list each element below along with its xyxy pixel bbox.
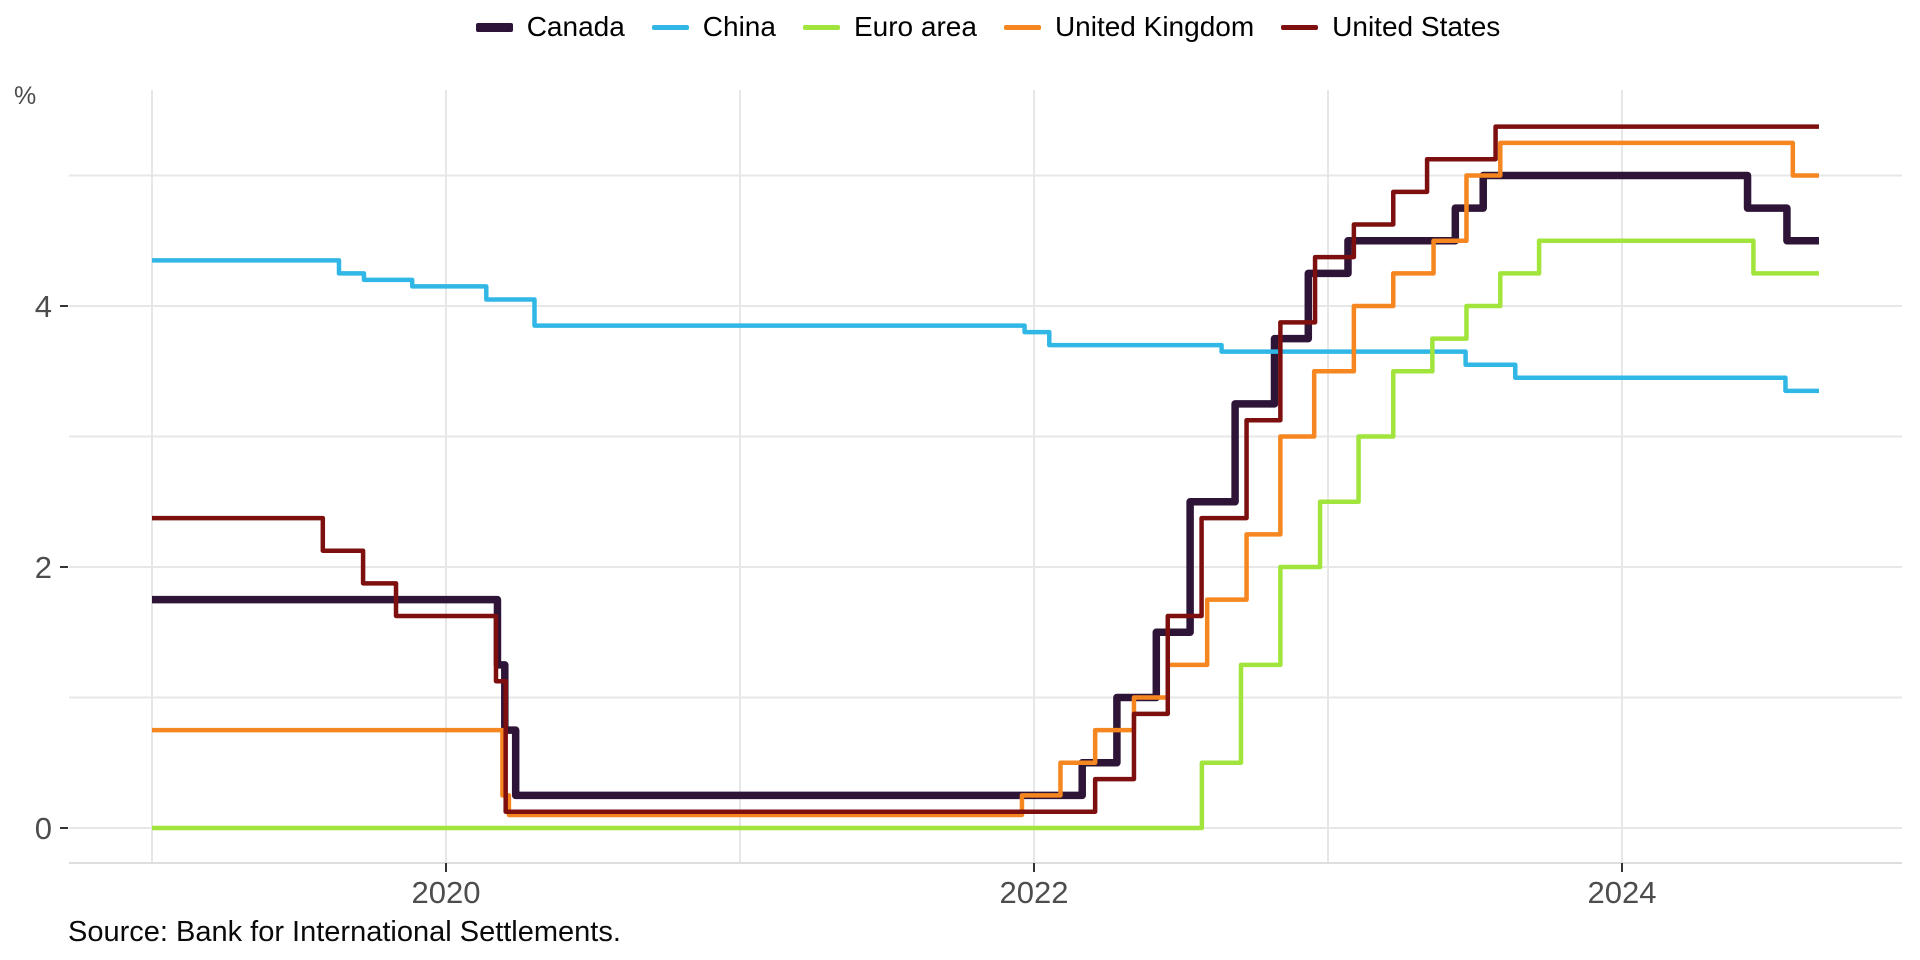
- legend-label-united-kingdom: United Kingdom: [1054, 11, 1255, 42]
- axis-layer: 2020 2022 2024 0 2 4: [35, 289, 1657, 910]
- source-note: Source: Bank for International Settlemen…: [68, 916, 621, 948]
- grid-layer: [69, 90, 1902, 864]
- x-tick-label-2022: 2022: [1000, 875, 1069, 910]
- legend-swatch-united-states: [1281, 24, 1319, 30]
- legend-swatch-united-kingdom: [1003, 24, 1041, 30]
- legend-item-china: China: [651, 11, 776, 42]
- series-line-china: [152, 258, 1819, 394]
- series-line-united-states: [152, 124, 1819, 814]
- legend-label-china: China: [702, 11, 776, 42]
- y-tick-label-2: 2: [35, 550, 52, 585]
- y-tick-label-0: 0: [35, 811, 52, 846]
- legend-swatch-canada: [475, 22, 513, 32]
- legend-swatch-euro-area: [802, 24, 840, 30]
- legend-label-canada: Canada: [526, 11, 625, 42]
- x-tick-label-2024: 2024: [1588, 875, 1657, 910]
- legend-label-euro-area: Euro area: [853, 11, 977, 42]
- x-tick-label-2020: 2020: [412, 875, 481, 910]
- series-line-canada: [152, 171, 1819, 800]
- legend-swatch-china: [651, 24, 689, 30]
- series-line-united-kingdom: [152, 140, 1819, 818]
- legend-item-united-kingdom: United Kingdom: [1003, 11, 1255, 42]
- y-axis-unit-label: %: [14, 82, 36, 110]
- legend-item-canada: Canada: [475, 11, 625, 42]
- series-line-euro-area: [152, 238, 1819, 831]
- y-tick-label-4: 4: [35, 289, 52, 324]
- legend-item-united-states: United States: [1281, 13, 1500, 41]
- legend-item-euro-area: Euro area: [802, 11, 977, 42]
- legend-label-united-states: United States: [1332, 11, 1501, 42]
- series-layer: [152, 124, 1819, 831]
- legend: Canada China Euro area United Kingdom United…: [28, 13, 1920, 41]
